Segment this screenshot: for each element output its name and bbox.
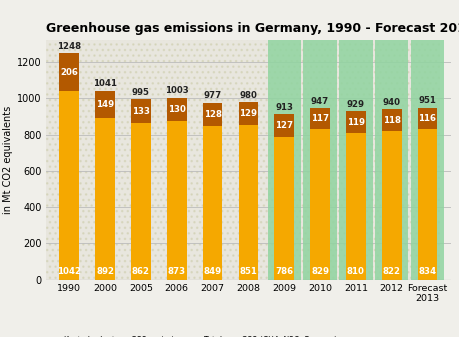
- Bar: [410, 40, 443, 280]
- Text: 133: 133: [132, 107, 150, 116]
- Bar: [381, 109, 401, 131]
- Text: 810: 810: [346, 268, 364, 276]
- Text: 862: 862: [132, 268, 150, 276]
- Bar: [202, 102, 222, 126]
- Bar: [167, 98, 186, 121]
- Text: 873: 873: [168, 268, 185, 276]
- Text: 117: 117: [310, 114, 328, 123]
- Bar: [238, 102, 257, 125]
- Text: 786: 786: [274, 268, 293, 276]
- Bar: [131, 99, 151, 123]
- Text: 851: 851: [239, 268, 257, 276]
- Text: 822: 822: [382, 268, 400, 276]
- Text: 980: 980: [239, 91, 257, 99]
- Text: 1041: 1041: [93, 80, 117, 89]
- Text: 849: 849: [203, 268, 221, 276]
- Legend: Kyoto budget, CO2 emissions, Total non-CO2 (CH4, N2O, F-gases): Kyoto budget, CO2 emissions, Total non-C…: [50, 333, 340, 337]
- Text: 118: 118: [382, 116, 400, 124]
- Bar: [167, 121, 186, 280]
- Bar: [417, 128, 437, 280]
- Text: 834: 834: [418, 268, 436, 276]
- Text: 1042: 1042: [57, 268, 81, 276]
- Bar: [309, 108, 329, 129]
- Text: 977: 977: [203, 91, 221, 100]
- Bar: [417, 108, 437, 128]
- Bar: [338, 40, 372, 280]
- Bar: [345, 133, 365, 280]
- Bar: [381, 131, 401, 280]
- Text: 119: 119: [346, 118, 364, 127]
- Bar: [274, 137, 293, 280]
- Bar: [309, 129, 329, 280]
- Bar: [59, 91, 79, 280]
- Text: 995: 995: [132, 88, 150, 97]
- Text: 829: 829: [310, 268, 328, 276]
- Bar: [303, 40, 336, 280]
- Bar: [238, 125, 257, 280]
- Text: 128: 128: [203, 110, 221, 119]
- Bar: [267, 40, 300, 280]
- Text: 1248: 1248: [57, 42, 81, 51]
- Bar: [374, 40, 408, 280]
- Bar: [131, 123, 151, 280]
- Text: 892: 892: [96, 268, 114, 276]
- Bar: [345, 111, 365, 133]
- Bar: [202, 126, 222, 280]
- Text: 929: 929: [346, 100, 364, 109]
- Text: 951: 951: [418, 96, 436, 105]
- Text: 130: 130: [168, 105, 185, 114]
- Text: 940: 940: [382, 98, 400, 107]
- Text: Greenhouse gas emissions in Germany, 1990 - Forecast 2013: Greenhouse gas emissions in Germany, 199…: [46, 22, 459, 35]
- Text: 913: 913: [274, 103, 292, 112]
- Bar: [274, 114, 293, 137]
- Text: 116: 116: [418, 114, 436, 123]
- Text: 1003: 1003: [164, 86, 188, 95]
- Y-axis label: in Mt CO2 equivalents: in Mt CO2 equivalents: [3, 106, 13, 214]
- Bar: [59, 54, 79, 91]
- Text: 129: 129: [239, 109, 257, 118]
- Text: 127: 127: [274, 121, 293, 130]
- Bar: [95, 118, 115, 280]
- Text: 206: 206: [60, 68, 78, 76]
- Bar: [95, 91, 115, 118]
- Text: 947: 947: [310, 96, 329, 105]
- Text: 149: 149: [96, 100, 114, 109]
